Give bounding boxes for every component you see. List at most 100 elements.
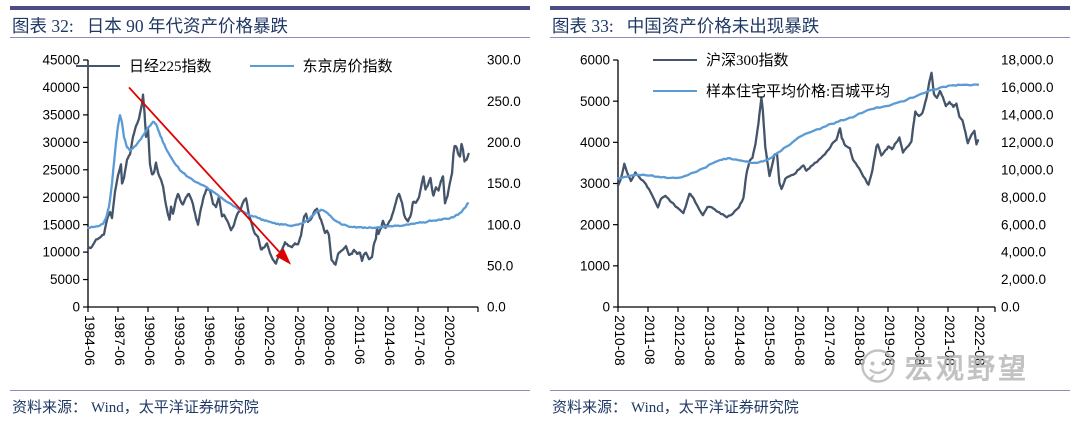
y-axis-label: 25000	[42, 162, 80, 177]
series-line-0	[86, 93, 470, 266]
source-note: 资料来源： Wind，太平洋证券研究院	[12, 396, 259, 417]
title-underline	[10, 37, 530, 38]
x-axis-label: 1984-06	[82, 315, 97, 366]
y2-axis-label: 0.0	[1001, 300, 1020, 315]
y-axis-label: 15000	[42, 217, 80, 232]
y-axis-label: 35000	[42, 107, 80, 122]
y2-axis-label: 50.0	[487, 258, 513, 273]
y-axis-label: 0	[602, 300, 610, 315]
legend-label: 日经225指数	[129, 59, 212, 75]
y2-axis-label: 14,000.0	[1001, 107, 1054, 122]
x-axis-label: 2014-06	[382, 315, 397, 366]
source-label: 资料来源：	[12, 400, 88, 416]
figure-number: 图表 32:	[12, 16, 74, 36]
china-chart: 6000 5000 4000 3000 2000 1000 0 18,000.0 16,000.…	[580, 53, 1054, 366]
japan-legend: 日经225指数 东京房价指数	[76, 55, 393, 76]
x-axis-label: 1990-06	[142, 315, 157, 366]
source-label: 资料来源：	[552, 400, 628, 416]
x-axis-label: 2020-08	[912, 315, 927, 366]
y-axis-label: 3000	[580, 176, 610, 191]
japan-chart: 45000 40000 35000 30000 25000 20000 15000 10000…	[42, 53, 521, 366]
y2-axis-label: 250.0	[487, 94, 521, 109]
x-axis-label: 2010-08	[612, 315, 627, 366]
figure-panel-japan: 图表 32: 日本 90 年代资产价格暴跌 45000 40000 35000 3000…	[10, 0, 530, 424]
x-axis-label: 2011-08	[642, 315, 657, 365]
china-legend: 沪深300指数 样本住宅平均价格:百城平均	[653, 49, 890, 101]
x-axis-label: 2020-06	[442, 315, 457, 366]
crash-arrow-line	[128, 86, 286, 259]
y-axis-label: 30000	[42, 135, 80, 150]
figure-title: 图表 33: 中国资产价格未出现暴跌	[552, 13, 1068, 38]
x-axis-label: 2008-06	[322, 315, 337, 366]
wechat-icon	[861, 349, 895, 383]
x-axis-label: 2005-06	[292, 315, 307, 366]
y2-axis-label: 10,000.0	[1001, 162, 1054, 177]
figure-title: 图表 32: 日本 90 年代资产价格暴跌	[12, 13, 528, 38]
figure-number: 图表 33:	[552, 16, 614, 36]
legend-item-tokyo-housing: 东京房价指数	[249, 55, 393, 76]
crash-arrow-head	[275, 248, 292, 265]
y-axis-label: 20000	[42, 190, 80, 205]
y2-axis-label: 2,000.0	[1001, 272, 1046, 287]
x-axis-label: 2012-08	[672, 315, 687, 366]
figure-panel-china: 图表 33: 中国资产价格未出现暴跌 6000 5000 4000 3000 2000 10…	[550, 0, 1070, 424]
y-axis-label: 6000	[580, 53, 610, 68]
y2-axis-label: 150.0	[487, 176, 521, 191]
source-rule	[550, 390, 1070, 391]
panel-top-bar	[10, 6, 530, 10]
y2-axis-label: 0.0	[487, 300, 506, 315]
nikkei-line-swatch-icon	[76, 64, 120, 67]
y2-axis-label: 200.0	[487, 135, 521, 150]
source-text: Wind，太平洋证券研究院	[631, 400, 799, 416]
x-axis-label: 2017-06	[412, 315, 427, 366]
x-axis-label: 1987-06	[112, 315, 127, 366]
x-axis-label: 2016-08	[792, 315, 807, 366]
watermark-text: 宏观野望	[905, 354, 1030, 385]
figure-title-text: 中国资产价格未出现暴跌	[626, 16, 820, 36]
source-rule	[10, 390, 530, 391]
title-underline	[550, 37, 1070, 38]
x-axis-label: 2021-08	[942, 315, 957, 366]
y-axis-label: 5000	[50, 272, 80, 287]
y2-axis-label: 18,000.0	[1001, 53, 1054, 68]
panel-top-bar	[550, 6, 1070, 10]
x-axis-label: 2014-08	[732, 315, 747, 366]
x-axis-label: 1999-06	[232, 315, 247, 366]
x-axis-label: 2015-08	[762, 315, 777, 366]
x-axis-label: 1996-06	[202, 315, 217, 366]
legend-item-csi300: 沪深300指数	[653, 49, 789, 70]
y-axis-label: 4000	[580, 135, 610, 150]
tokyo-housing-line-swatch-icon	[249, 64, 294, 67]
csi300-line-swatch-icon	[653, 58, 697, 61]
y2-axis-label: 300.0	[487, 53, 521, 68]
x-axis-label: 2022-08	[972, 315, 987, 366]
y2-axis-label: 8,000.0	[1001, 190, 1046, 205]
y2-axis-label: 16,000.0	[1001, 80, 1054, 95]
legend-label: 沪深300指数	[706, 53, 789, 69]
x-axis-label: 1993-06	[172, 315, 187, 366]
series-line-0	[616, 71, 980, 219]
watermark: 宏观野望	[858, 347, 1029, 387]
legend-item-nikkei: 日经225指数	[76, 55, 212, 76]
y2-axis-label: 100.0	[487, 217, 521, 232]
x-axis-label: 2017-08	[822, 315, 837, 366]
source-text: Wind，太平洋证券研究院	[91, 400, 259, 416]
china-housing-line-swatch-icon	[653, 89, 697, 92]
y2-axis-label: 12,000.0	[1001, 135, 1054, 150]
series-line-1	[616, 83, 980, 180]
x-axis-label: 2013-08	[702, 315, 717, 366]
y2-axis-label: 4,000.0	[1001, 245, 1046, 260]
figure-title-text: 日本 90 年代资产价格暴跌	[86, 16, 288, 36]
x-axis-label: 2011-06	[352, 315, 367, 365]
y-axis-label: 10000	[42, 245, 80, 260]
y-axis-label: 45000	[42, 53, 80, 68]
y-axis-label: 0	[72, 300, 80, 315]
y-axis-label: 40000	[42, 80, 80, 95]
legend-item-china-housing: 样本住宅平均价格:百城平均	[653, 80, 890, 101]
y-axis-label: 2000	[580, 217, 610, 232]
y2-axis-label: 6,000.0	[1001, 217, 1046, 232]
legend-label: 东京房价指数	[302, 59, 393, 75]
series-line-1	[86, 114, 470, 230]
y-axis-label: 5000	[580, 94, 610, 109]
legend-label: 样本住宅平均价格:百城平均	[706, 84, 891, 100]
